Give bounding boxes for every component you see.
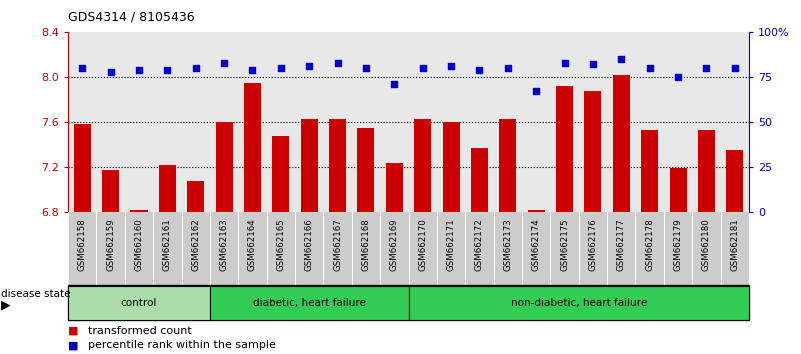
Bar bbox=[499, 119, 517, 212]
Point bbox=[331, 60, 344, 65]
Point bbox=[161, 67, 174, 73]
Point bbox=[218, 60, 231, 65]
Point bbox=[700, 65, 713, 71]
Point bbox=[586, 62, 599, 67]
Bar bbox=[414, 119, 431, 212]
Text: GSM662175: GSM662175 bbox=[560, 218, 569, 271]
Text: diabetic, heart failure: diabetic, heart failure bbox=[253, 298, 366, 308]
Text: ▶: ▶ bbox=[1, 298, 10, 312]
Text: transformed count: transformed count bbox=[88, 326, 192, 336]
Bar bbox=[103, 170, 119, 212]
Bar bbox=[74, 124, 91, 212]
Bar bbox=[613, 75, 630, 212]
Text: disease state: disease state bbox=[1, 289, 70, 299]
Text: GSM662160: GSM662160 bbox=[135, 218, 143, 271]
Text: GSM662159: GSM662159 bbox=[107, 218, 115, 271]
Text: GSM662171: GSM662171 bbox=[447, 218, 456, 271]
Bar bbox=[300, 119, 318, 212]
Point bbox=[615, 56, 628, 62]
Text: GSM662168: GSM662168 bbox=[361, 218, 370, 271]
Text: GSM662173: GSM662173 bbox=[503, 218, 513, 271]
Bar bbox=[442, 122, 460, 212]
Text: GSM662158: GSM662158 bbox=[78, 218, 87, 271]
Point bbox=[445, 63, 457, 69]
Point bbox=[529, 88, 542, 94]
Point bbox=[104, 69, 117, 74]
Point bbox=[501, 65, 514, 71]
Bar bbox=[670, 169, 686, 212]
Text: percentile rank within the sample: percentile rank within the sample bbox=[88, 340, 276, 350]
Text: GSM662178: GSM662178 bbox=[645, 218, 654, 271]
Point bbox=[133, 67, 146, 73]
Point bbox=[417, 65, 429, 71]
Text: GSM662162: GSM662162 bbox=[191, 218, 200, 271]
Text: GSM662164: GSM662164 bbox=[248, 218, 257, 271]
Point bbox=[189, 65, 202, 71]
Point bbox=[473, 67, 486, 73]
Text: GSM662165: GSM662165 bbox=[276, 218, 285, 271]
Point bbox=[558, 60, 571, 65]
Point bbox=[643, 65, 656, 71]
Bar bbox=[357, 128, 374, 212]
Point bbox=[728, 65, 741, 71]
FancyBboxPatch shape bbox=[68, 286, 210, 320]
Text: control: control bbox=[121, 298, 157, 308]
Text: GSM662172: GSM662172 bbox=[475, 218, 484, 271]
Point bbox=[275, 65, 288, 71]
Text: ■: ■ bbox=[68, 326, 78, 336]
Point bbox=[388, 81, 400, 87]
Text: GSM662174: GSM662174 bbox=[532, 218, 541, 271]
Text: GSM662170: GSM662170 bbox=[418, 218, 427, 271]
Text: GSM662166: GSM662166 bbox=[304, 218, 314, 271]
Text: GSM662161: GSM662161 bbox=[163, 218, 172, 271]
Text: GDS4314 / 8105436: GDS4314 / 8105436 bbox=[68, 11, 195, 24]
Point bbox=[360, 65, 372, 71]
Bar bbox=[641, 130, 658, 212]
Bar bbox=[528, 210, 545, 212]
Point bbox=[76, 65, 89, 71]
Bar bbox=[727, 150, 743, 212]
Text: GSM662180: GSM662180 bbox=[702, 218, 710, 271]
Text: GSM662179: GSM662179 bbox=[674, 218, 682, 271]
Text: GSM662176: GSM662176 bbox=[589, 218, 598, 271]
Bar bbox=[244, 82, 261, 212]
Text: ■: ■ bbox=[68, 340, 78, 350]
Point bbox=[671, 74, 684, 80]
Bar bbox=[698, 130, 714, 212]
Text: GSM662167: GSM662167 bbox=[333, 218, 342, 271]
FancyBboxPatch shape bbox=[210, 286, 409, 320]
Bar bbox=[556, 86, 573, 212]
Text: non-diabetic, heart failure: non-diabetic, heart failure bbox=[510, 298, 647, 308]
Point bbox=[303, 63, 316, 69]
Bar bbox=[187, 181, 204, 212]
FancyBboxPatch shape bbox=[409, 286, 749, 320]
Bar bbox=[215, 122, 232, 212]
Point bbox=[246, 67, 259, 73]
Bar bbox=[272, 136, 289, 212]
Bar bbox=[329, 119, 346, 212]
Bar bbox=[159, 165, 176, 212]
Text: GSM662181: GSM662181 bbox=[731, 218, 739, 271]
Text: GSM662163: GSM662163 bbox=[219, 218, 228, 271]
Bar bbox=[386, 163, 403, 212]
Text: GSM662177: GSM662177 bbox=[617, 218, 626, 271]
Bar bbox=[471, 148, 488, 212]
Bar bbox=[585, 91, 602, 212]
Bar bbox=[131, 210, 147, 212]
Text: GSM662169: GSM662169 bbox=[390, 218, 399, 271]
